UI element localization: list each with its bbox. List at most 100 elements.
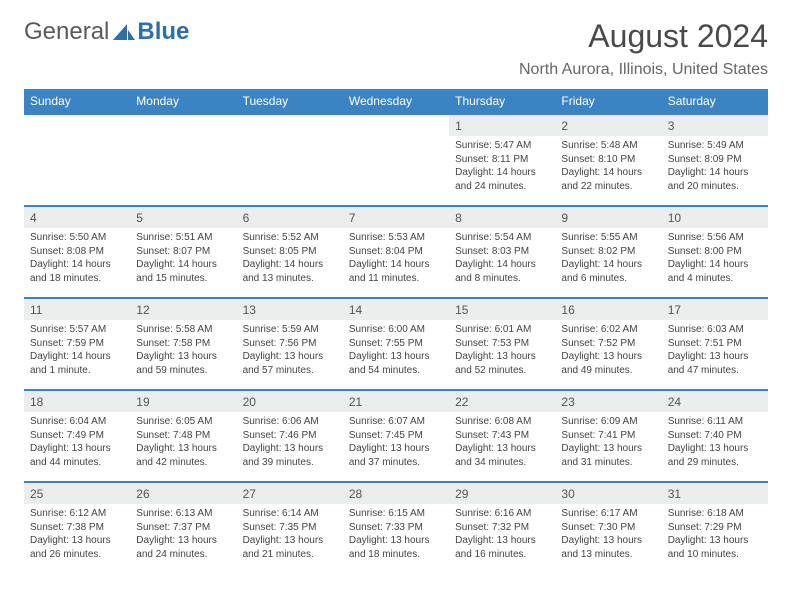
calendar-cell: 26Sunrise: 6:13 AMSunset: 7:37 PMDayligh…: [130, 482, 236, 574]
daylight-line: Daylight: 13 hours and 34 minutes.: [455, 442, 549, 469]
sunset-line: Sunset: 7:52 PM: [561, 337, 655, 351]
sunrise-line: Sunrise: 5:57 AM: [30, 323, 124, 337]
day-number: 17: [662, 299, 768, 320]
calendar-cell: 31Sunrise: 6:18 AMSunset: 7:29 PMDayligh…: [662, 482, 768, 574]
day-details: Sunrise: 6:12 AMSunset: 7:38 PMDaylight:…: [24, 504, 130, 567]
sunset-line: Sunset: 8:11 PM: [455, 153, 549, 167]
sunset-line: Sunset: 7:41 PM: [561, 429, 655, 443]
day-number-empty: [343, 115, 449, 136]
calendar-cell: 11Sunrise: 5:57 AMSunset: 7:59 PMDayligh…: [24, 298, 130, 390]
calendar-cell: 5Sunrise: 5:51 AMSunset: 8:07 PMDaylight…: [130, 206, 236, 298]
daylight-line: Daylight: 13 hours and 59 minutes.: [136, 350, 230, 377]
calendar-cell: 23Sunrise: 6:09 AMSunset: 7:41 PMDayligh…: [555, 390, 661, 482]
calendar-cell: 14Sunrise: 6:00 AMSunset: 7:55 PMDayligh…: [343, 298, 449, 390]
day-details: Sunrise: 6:02 AMSunset: 7:52 PMDaylight:…: [555, 320, 661, 383]
logo-text-blue: Blue: [137, 18, 189, 46]
day-number: 28: [343, 483, 449, 504]
daylight-line: Daylight: 13 hours and 24 minutes.: [136, 534, 230, 561]
daylight-line: Daylight: 13 hours and 37 minutes.: [349, 442, 443, 469]
calendar-cell: 19Sunrise: 6:05 AMSunset: 7:48 PMDayligh…: [130, 390, 236, 482]
day-details: Sunrise: 5:58 AMSunset: 7:58 PMDaylight:…: [130, 320, 236, 383]
sunrise-line: Sunrise: 5:53 AM: [349, 231, 443, 245]
sunset-line: Sunset: 8:05 PM: [243, 245, 337, 259]
day-details: Sunrise: 5:56 AMSunset: 8:00 PMDaylight:…: [662, 228, 768, 291]
header: General Blue August 2024 North Aurora, I…: [24, 18, 768, 79]
calendar-cell: 13Sunrise: 5:59 AMSunset: 7:56 PMDayligh…: [237, 298, 343, 390]
day-details: Sunrise: 5:57 AMSunset: 7:59 PMDaylight:…: [24, 320, 130, 383]
calendar-cell: 30Sunrise: 6:17 AMSunset: 7:30 PMDayligh…: [555, 482, 661, 574]
weekday-header: Saturday: [662, 89, 768, 114]
sunset-line: Sunset: 8:02 PM: [561, 245, 655, 259]
daylight-line: Daylight: 13 hours and 18 minutes.: [349, 534, 443, 561]
day-details: Sunrise: 6:07 AMSunset: 7:45 PMDaylight:…: [343, 412, 449, 475]
sunrise-line: Sunrise: 5:52 AM: [243, 231, 337, 245]
day-number: 14: [343, 299, 449, 320]
day-details: Sunrise: 5:55 AMSunset: 8:02 PMDaylight:…: [555, 228, 661, 291]
sunrise-line: Sunrise: 5:58 AM: [136, 323, 230, 337]
daylight-line: Daylight: 13 hours and 44 minutes.: [30, 442, 124, 469]
sunrise-line: Sunrise: 5:51 AM: [136, 231, 230, 245]
day-number: 11: [24, 299, 130, 320]
day-details: Sunrise: 6:06 AMSunset: 7:46 PMDaylight:…: [237, 412, 343, 475]
sunset-line: Sunset: 7:49 PM: [30, 429, 124, 443]
day-number: 20: [237, 391, 343, 412]
calendar-cell: 3Sunrise: 5:49 AMSunset: 8:09 PMDaylight…: [662, 114, 768, 206]
weekday-row: Sunday Monday Tuesday Wednesday Thursday…: [24, 89, 768, 114]
daylight-line: Daylight: 13 hours and 54 minutes.: [349, 350, 443, 377]
sunrise-line: Sunrise: 5:55 AM: [561, 231, 655, 245]
sunrise-line: Sunrise: 6:11 AM: [668, 415, 762, 429]
day-number: 1: [449, 115, 555, 136]
day-number: 6: [237, 207, 343, 228]
sunset-line: Sunset: 8:03 PM: [455, 245, 549, 259]
calendar-cell: 9Sunrise: 5:55 AMSunset: 8:02 PMDaylight…: [555, 206, 661, 298]
weekday-header: Tuesday: [237, 89, 343, 114]
day-details: Sunrise: 5:48 AMSunset: 8:10 PMDaylight:…: [555, 136, 661, 199]
day-number: 2: [555, 115, 661, 136]
calendar: Sunday Monday Tuesday Wednesday Thursday…: [24, 89, 768, 574]
sunset-line: Sunset: 7:59 PM: [30, 337, 124, 351]
day-details: Sunrise: 6:16 AMSunset: 7:32 PMDaylight:…: [449, 504, 555, 567]
daylight-line: Daylight: 13 hours and 16 minutes.: [455, 534, 549, 561]
day-number-empty: [237, 115, 343, 136]
day-details: Sunrise: 5:51 AMSunset: 8:07 PMDaylight:…: [130, 228, 236, 291]
calendar-cell: 1Sunrise: 5:47 AMSunset: 8:11 PMDaylight…: [449, 114, 555, 206]
sunrise-line: Sunrise: 6:16 AM: [455, 507, 549, 521]
day-number: 4: [24, 207, 130, 228]
daylight-line: Daylight: 13 hours and 49 minutes.: [561, 350, 655, 377]
day-number: 30: [555, 483, 661, 504]
sunrise-line: Sunrise: 6:05 AM: [136, 415, 230, 429]
daylight-line: Daylight: 14 hours and 1 minute.: [30, 350, 124, 377]
calendar-cell: [237, 114, 343, 206]
day-number: 25: [24, 483, 130, 504]
day-number: 3: [662, 115, 768, 136]
daylight-line: Daylight: 13 hours and 26 minutes.: [30, 534, 124, 561]
day-number: 22: [449, 391, 555, 412]
day-details: Sunrise: 6:11 AMSunset: 7:40 PMDaylight:…: [662, 412, 768, 475]
sunrise-line: Sunrise: 6:15 AM: [349, 507, 443, 521]
day-number: 19: [130, 391, 236, 412]
day-details: Sunrise: 5:50 AMSunset: 8:08 PMDaylight:…: [24, 228, 130, 291]
day-details: Sunrise: 6:04 AMSunset: 7:49 PMDaylight:…: [24, 412, 130, 475]
sunset-line: Sunset: 7:29 PM: [668, 521, 762, 535]
sunset-line: Sunset: 7:30 PM: [561, 521, 655, 535]
calendar-cell: 8Sunrise: 5:54 AMSunset: 8:03 PMDaylight…: [449, 206, 555, 298]
day-details: Sunrise: 6:15 AMSunset: 7:33 PMDaylight:…: [343, 504, 449, 567]
sunset-line: Sunset: 7:48 PM: [136, 429, 230, 443]
calendar-cell: 2Sunrise: 5:48 AMSunset: 8:10 PMDaylight…: [555, 114, 661, 206]
day-details: Sunrise: 5:53 AMSunset: 8:04 PMDaylight:…: [343, 228, 449, 291]
day-number: 9: [555, 207, 661, 228]
day-details: Sunrise: 6:01 AMSunset: 7:53 PMDaylight:…: [449, 320, 555, 383]
calendar-cell: 29Sunrise: 6:16 AMSunset: 7:32 PMDayligh…: [449, 482, 555, 574]
sunset-line: Sunset: 7:58 PM: [136, 337, 230, 351]
sunrise-line: Sunrise: 6:14 AM: [243, 507, 337, 521]
calendar-cell: 17Sunrise: 6:03 AMSunset: 7:51 PMDayligh…: [662, 298, 768, 390]
sunrise-line: Sunrise: 6:12 AM: [30, 507, 124, 521]
calendar-cell: 22Sunrise: 6:08 AMSunset: 7:43 PMDayligh…: [449, 390, 555, 482]
calendar-cell: 28Sunrise: 6:15 AMSunset: 7:33 PMDayligh…: [343, 482, 449, 574]
sunset-line: Sunset: 7:33 PM: [349, 521, 443, 535]
daylight-line: Daylight: 14 hours and 6 minutes.: [561, 258, 655, 285]
calendar-week: 11Sunrise: 5:57 AMSunset: 7:59 PMDayligh…: [24, 298, 768, 390]
daylight-line: Daylight: 14 hours and 18 minutes.: [30, 258, 124, 285]
sunset-line: Sunset: 8:08 PM: [30, 245, 124, 259]
daylight-line: Daylight: 13 hours and 39 minutes.: [243, 442, 337, 469]
